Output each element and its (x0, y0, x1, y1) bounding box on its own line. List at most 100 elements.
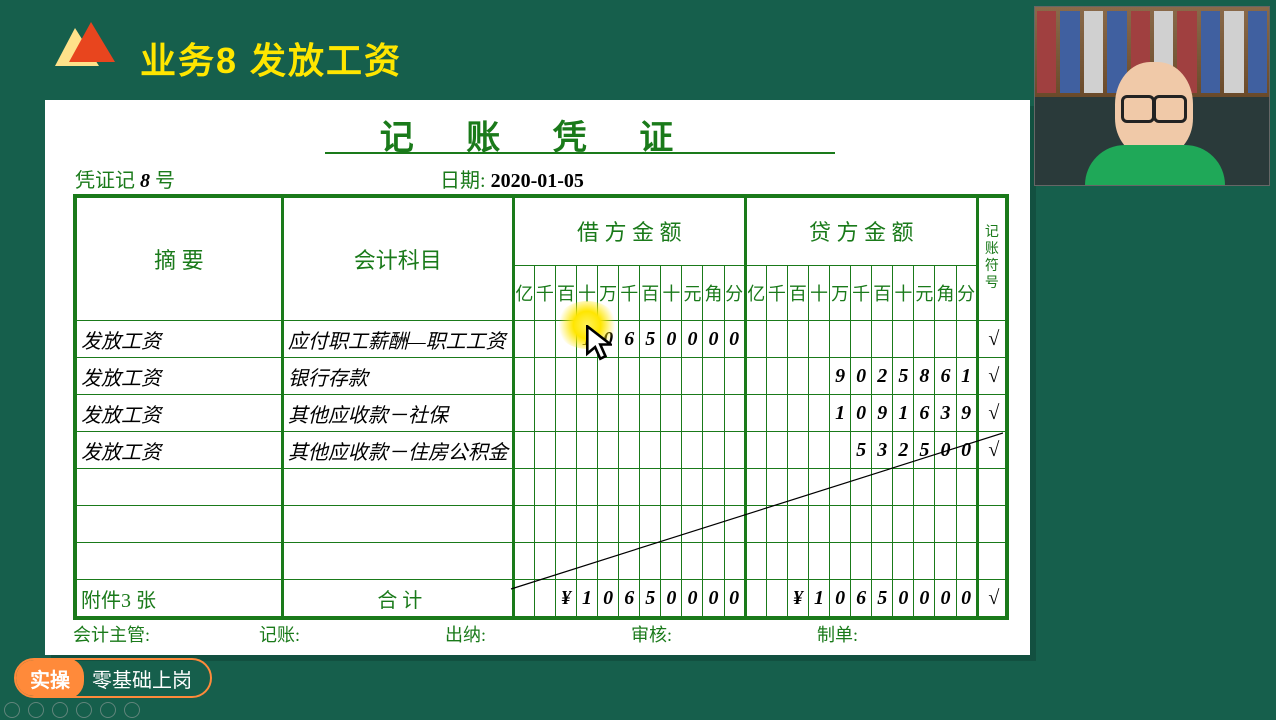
voucher-date: 日期: 2020-01-05 (440, 164, 584, 193)
digit-cell (534, 321, 555, 358)
digit-cell (745, 506, 766, 543)
signature-field: 记账: (259, 621, 445, 647)
digit-cell: 9 (830, 358, 851, 395)
digit-cell (598, 432, 619, 469)
digit-cell (935, 469, 956, 506)
digit-cell (534, 543, 555, 580)
digit-cell (534, 395, 555, 432)
digit-cell (577, 469, 598, 506)
digit-header: 百 (640, 265, 661, 320)
table-row: 发放工资 其他应收款－社保 1091639 √ (77, 395, 1006, 432)
digit-cell (914, 506, 935, 543)
badge-text: 零基础上岗 (84, 664, 192, 693)
cell-summary (77, 469, 283, 506)
digit-cell (935, 321, 956, 358)
cell-mark: √ (977, 432, 1005, 469)
digit-cell (619, 432, 640, 469)
digit-cell (513, 580, 534, 617)
cell-mark (977, 506, 1005, 543)
digit-cell (640, 543, 661, 580)
digit-cell: 5 (851, 432, 872, 469)
player-controls[interactable] (4, 702, 140, 718)
webcam-presenter (1034, 6, 1270, 186)
digit-cell: 6 (935, 358, 956, 395)
title-underline (325, 152, 835, 154)
table-row (77, 543, 1006, 580)
digit-cell (872, 506, 893, 543)
col-credit: 贷 方 金 额 (745, 198, 977, 266)
digit-cell (534, 506, 555, 543)
table-row: 发放工资 应付职工薪酬—职工工资 10650000 √ (77, 321, 1006, 358)
digit-cell (745, 395, 766, 432)
digit-cell (534, 580, 555, 617)
digit-cell (914, 469, 935, 506)
digit-header: 十 (661, 265, 682, 320)
digit-cell (956, 506, 977, 543)
digit-cell (787, 506, 808, 543)
cell-summary: 发放工资 (77, 432, 283, 469)
digit-header: 十 (893, 265, 914, 320)
cell-mark: √ (977, 321, 1005, 358)
digit-cell: 9 (956, 395, 977, 432)
digit-cell (935, 506, 956, 543)
cell-mark (977, 543, 1005, 580)
digit-cell: 6 (619, 580, 640, 617)
digit-cell: 0 (935, 580, 956, 617)
digit-cell (808, 432, 829, 469)
digit-cell (808, 358, 829, 395)
digit-cell: ¥ (787, 580, 808, 617)
digit-cell (724, 506, 745, 543)
cell-summary: 发放工资 (77, 395, 283, 432)
digit-cell (703, 358, 724, 395)
digit-cell (703, 395, 724, 432)
digit-header: 十 (808, 265, 829, 320)
digit-cell (745, 469, 766, 506)
digit-cell (872, 469, 893, 506)
table-row: 发放工资 其他应收款－住房公积金 532500 √ (77, 432, 1006, 469)
digit-cell (851, 506, 872, 543)
digit-cell (851, 543, 872, 580)
cell-mark: √ (977, 580, 1005, 617)
table-row (77, 506, 1006, 543)
digit-header: 千 (534, 265, 555, 320)
signature-field: 会计主管: (73, 621, 259, 647)
digit-cell (640, 506, 661, 543)
digit-cell (619, 395, 640, 432)
digit-header: 千 (766, 265, 787, 320)
cell-account: 其他应收款－社保 (282, 395, 513, 432)
signature-field: 出纳: (445, 621, 631, 647)
digit-cell (703, 506, 724, 543)
digit-cell (766, 395, 787, 432)
digit-cell (619, 469, 640, 506)
digit-cell: 0 (598, 580, 619, 617)
digit-cell (766, 432, 787, 469)
digit-cell (703, 543, 724, 580)
digit-cell (661, 432, 682, 469)
digit-cell (534, 432, 555, 469)
voucher-table: 摘 要 会计科目 借 方 金 额 贷 方 金 额 记账 符号 亿千百十万千百十元… (76, 197, 1006, 617)
logo-icon (55, 22, 115, 72)
col-debit: 借 方 金 额 (513, 198, 745, 266)
digit-cell (598, 469, 619, 506)
digit-cell (619, 358, 640, 395)
digit-cell: 0 (956, 432, 977, 469)
digit-cell: 1 (893, 395, 914, 432)
digit-cell (766, 469, 787, 506)
digit-cell (745, 543, 766, 580)
digit-cell (598, 395, 619, 432)
digit-header: 角 (703, 265, 724, 320)
digit-cell: 0 (956, 580, 977, 617)
digit-cell (661, 543, 682, 580)
signature-field: 制单: (817, 621, 1003, 647)
cursor-icon (586, 325, 612, 359)
digit-cell (555, 506, 576, 543)
digit-cell (893, 321, 914, 358)
digit-cell (513, 321, 534, 358)
digit-cell (661, 469, 682, 506)
digit-cell (787, 432, 808, 469)
col-mark: 记账 符号 (977, 198, 1005, 321)
cell-attachments: 附件3 张 (77, 580, 283, 617)
cell-summary (77, 543, 283, 580)
digit-cell: 3 (872, 432, 893, 469)
digit-cell (598, 506, 619, 543)
